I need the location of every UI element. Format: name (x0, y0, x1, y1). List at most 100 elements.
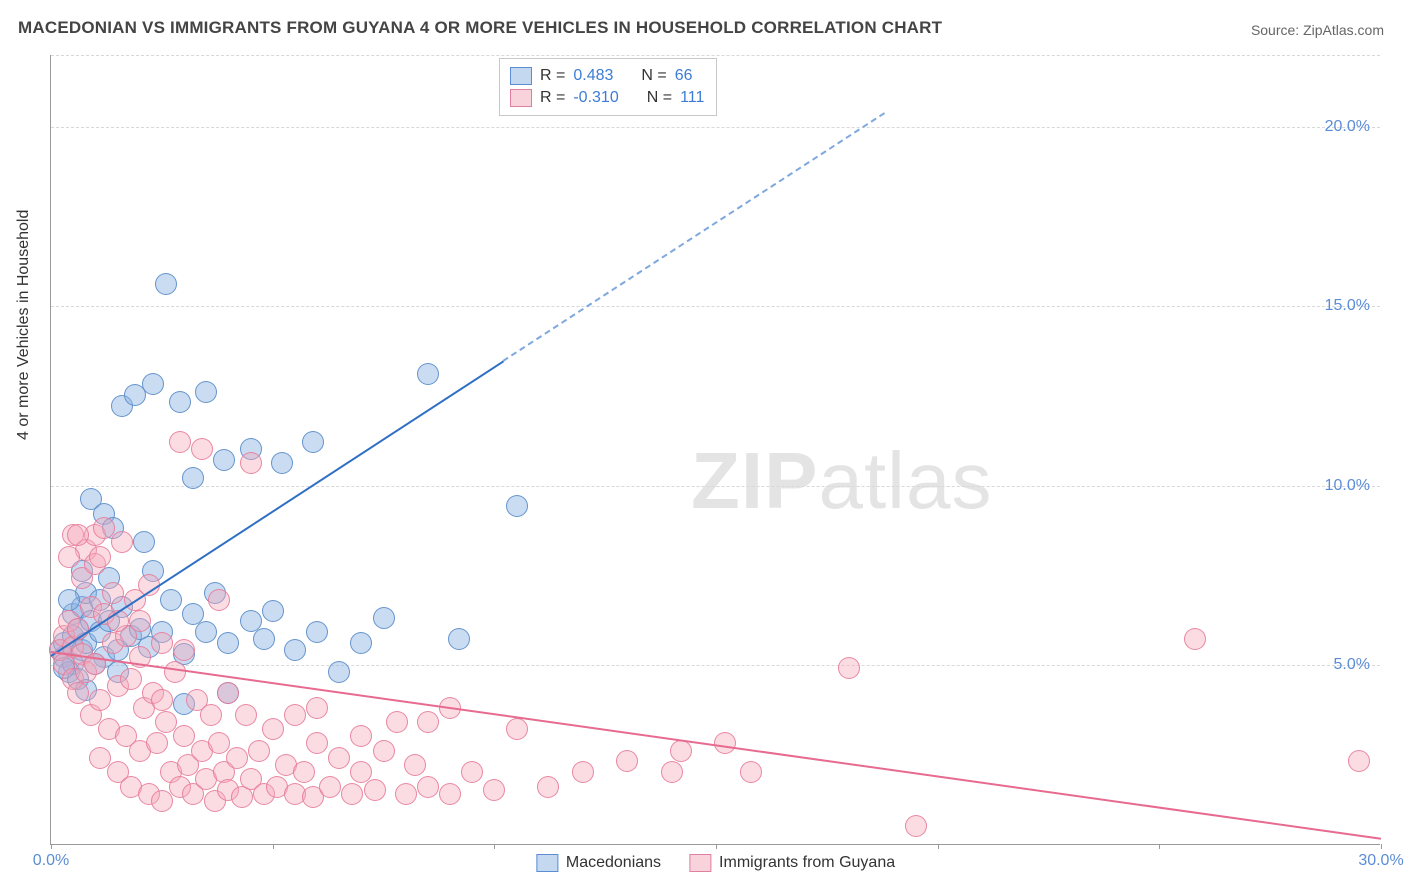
series-legend: Macedonians Immigrants from Guyana (536, 854, 895, 872)
r-label: R = (540, 65, 565, 87)
n-value-pink: 111 (680, 87, 704, 109)
ytick-label: 10.0% (1325, 477, 1370, 495)
data-point (253, 628, 275, 650)
xtick-mark (273, 844, 274, 849)
data-point (714, 732, 736, 754)
data-point (155, 273, 177, 295)
gridline (51, 306, 1380, 307)
data-point (235, 704, 257, 726)
data-point (373, 607, 395, 629)
data-point (616, 750, 638, 772)
swatch-blue-icon (536, 854, 558, 872)
r-label: R = (540, 87, 565, 109)
gridline (51, 665, 1380, 666)
data-point (661, 761, 683, 783)
data-point (160, 589, 182, 611)
trend-line (503, 113, 885, 362)
source-label: Source: ZipAtlas.com (1251, 22, 1384, 38)
ytick-label: 5.0% (1334, 656, 1370, 674)
data-point (262, 600, 284, 622)
data-point (208, 589, 230, 611)
data-point (1348, 750, 1370, 772)
ytick-label: 15.0% (1325, 297, 1370, 315)
data-point (248, 740, 270, 762)
data-point (461, 761, 483, 783)
data-point (364, 779, 386, 801)
data-point (200, 704, 222, 726)
xtick-mark (716, 844, 717, 849)
xtick-mark (1381, 844, 1382, 849)
data-point (306, 621, 328, 643)
data-point (217, 682, 239, 704)
data-point (89, 546, 111, 568)
data-point (670, 740, 692, 762)
watermark: ZIPatlas (691, 435, 992, 527)
data-point (169, 431, 191, 453)
watermark-light: atlas (818, 436, 992, 525)
data-point (293, 761, 315, 783)
r-value-blue: 0.483 (573, 65, 613, 87)
data-point (195, 621, 217, 643)
data-point (58, 546, 80, 568)
data-point (328, 747, 350, 769)
data-point (740, 761, 762, 783)
data-point (417, 776, 439, 798)
data-point (319, 776, 341, 798)
legend-item-blue: Macedonians (536, 854, 661, 872)
legend-row-pink: R = -0.310 N = 111 (510, 87, 704, 109)
xtick-label: 0.0% (33, 852, 69, 870)
data-point (417, 363, 439, 385)
data-point (133, 531, 155, 553)
data-point (151, 790, 173, 812)
data-point (142, 373, 164, 395)
chart-title: MACEDONIAN VS IMMIGRANTS FROM GUYANA 4 O… (18, 18, 942, 38)
data-point (67, 524, 89, 546)
n-label: N = (641, 65, 666, 87)
legend-row-blue: R = 0.483 N = 66 (510, 65, 704, 87)
data-point (350, 632, 372, 654)
data-point (386, 711, 408, 733)
ytick-label: 20.0% (1325, 118, 1370, 136)
data-point (173, 639, 195, 661)
r-value-pink: -0.310 (573, 87, 618, 109)
data-point (195, 381, 217, 403)
data-point (328, 661, 350, 683)
watermark-bold: ZIP (691, 436, 818, 525)
data-point (373, 740, 395, 762)
gridline (51, 486, 1380, 487)
data-point (262, 718, 284, 740)
xtick-mark (51, 844, 52, 849)
xtick-mark (494, 844, 495, 849)
legend-label-pink: Immigrants from Guyana (719, 854, 895, 872)
scatter-plot-area: ZIPatlas R = 0.483 N = 66 R = -0.310 N =… (50, 55, 1380, 845)
data-point (191, 438, 213, 460)
data-point (67, 682, 89, 704)
data-point (439, 783, 461, 805)
swatch-pink-icon (689, 854, 711, 872)
data-point (306, 732, 328, 754)
data-point (838, 657, 860, 679)
data-point (284, 639, 306, 661)
data-point (89, 689, 111, 711)
data-point (483, 779, 505, 801)
xtick-label: 30.0% (1358, 852, 1403, 870)
data-point (182, 467, 204, 489)
data-point (448, 628, 470, 650)
n-value-blue: 66 (675, 65, 693, 87)
gridline (51, 55, 1380, 56)
data-point (1184, 628, 1206, 650)
swatch-pink-icon (510, 89, 532, 107)
swatch-blue-icon (510, 67, 532, 85)
legend-item-pink: Immigrants from Guyana (689, 854, 895, 872)
data-point (341, 783, 363, 805)
data-point (217, 632, 239, 654)
data-point (417, 711, 439, 733)
data-point (146, 732, 168, 754)
data-point (102, 582, 124, 604)
gridline (51, 127, 1380, 128)
data-point (506, 718, 528, 740)
xtick-mark (1159, 844, 1160, 849)
data-point (169, 391, 191, 413)
data-point (58, 589, 80, 611)
legend-label-blue: Macedonians (566, 854, 661, 872)
